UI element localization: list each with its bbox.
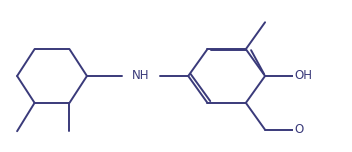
Text: O: O [295, 123, 304, 136]
Text: NH: NH [132, 69, 150, 83]
Text: OH: OH [295, 69, 313, 83]
